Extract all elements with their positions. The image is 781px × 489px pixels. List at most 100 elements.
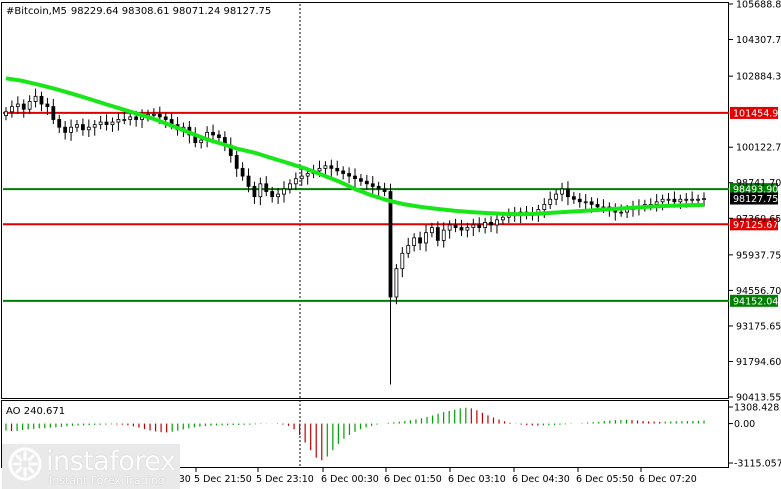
candle-body xyxy=(441,229,446,241)
time-tick-label: 6 Dec 00:30 xyxy=(321,474,379,485)
candle-body xyxy=(151,113,156,116)
ao-tick-label: 0.00 xyxy=(734,419,755,430)
candle-body xyxy=(406,245,411,254)
candle-body xyxy=(288,183,292,190)
candle-body xyxy=(654,201,659,205)
candle-body xyxy=(258,183,263,198)
candle-body xyxy=(21,103,26,110)
candle-body xyxy=(619,211,624,214)
candle-body xyxy=(329,165,334,169)
candle-body xyxy=(299,175,304,180)
candle-body xyxy=(45,103,50,108)
candlestick-series xyxy=(4,88,706,385)
candle-body xyxy=(429,227,434,234)
candle-body xyxy=(122,119,127,121)
candle-body xyxy=(370,183,375,187)
candle-body xyxy=(234,155,239,169)
candle-body xyxy=(418,237,422,244)
candle-body xyxy=(128,116,133,120)
candle-body xyxy=(571,196,576,200)
candle-body xyxy=(39,95,44,105)
time-tick-label: 5 Dec 23:10 xyxy=(256,474,314,485)
candle-body xyxy=(347,173,351,177)
candle-body xyxy=(542,203,547,210)
candle-body xyxy=(134,116,139,120)
candle-body xyxy=(702,198,706,200)
candle-body xyxy=(477,224,482,228)
ao-indicator-label: AO 240.671 xyxy=(6,406,65,417)
candle-body xyxy=(252,185,257,198)
candle-body xyxy=(595,203,600,208)
candle-body xyxy=(690,198,695,201)
candle-body xyxy=(696,198,700,201)
price-tick-label: 91794.60 xyxy=(736,357,781,368)
candle-body xyxy=(400,252,405,270)
price-tick-label: 97360.65 xyxy=(736,214,781,225)
candle-body xyxy=(86,126,91,131)
candle-body xyxy=(240,167,245,177)
time-tick-label: 6 Dec 04:30 xyxy=(512,474,570,485)
candle-body xyxy=(672,198,677,203)
symbol-timeframe: #Bitcoin,M5 xyxy=(6,6,67,17)
level-price-tag xyxy=(730,106,778,119)
candle-body xyxy=(246,175,251,187)
candle-body xyxy=(684,198,689,201)
ohlc-values: 98229.64 98308.61 98071.24 98127.75 xyxy=(71,6,271,17)
level-price-label: 94152.04 xyxy=(733,296,778,307)
candle-body xyxy=(459,227,464,231)
price-tick-label: 93175.65 xyxy=(736,321,781,332)
candle-body xyxy=(554,193,559,200)
candle-body xyxy=(465,227,470,231)
candle-body xyxy=(548,198,553,205)
candle-body xyxy=(666,198,671,201)
candle-body xyxy=(660,198,665,203)
time-tick-label: 6 Dec 05:50 xyxy=(576,474,634,485)
time-tick-label: 5 Dec 21:50 xyxy=(194,474,252,485)
candle-body xyxy=(560,188,564,195)
candle-body xyxy=(577,198,582,203)
ao-histogram: 1308.428 0.00 -3115.057 xyxy=(5,403,781,470)
candle-body xyxy=(471,224,476,228)
candle-body xyxy=(566,188,570,198)
candle-body xyxy=(57,119,62,128)
candle-body xyxy=(217,134,221,138)
level-price-label: 97125.67 xyxy=(733,220,778,231)
candle-body xyxy=(15,103,20,108)
candle-body xyxy=(317,167,322,172)
level-price-tag xyxy=(730,183,778,196)
candle-body xyxy=(335,167,340,172)
instaforex-logo-icon xyxy=(8,447,42,481)
candle-body xyxy=(92,124,97,128)
candle-body xyxy=(264,183,269,192)
candle-body xyxy=(104,121,109,126)
main-plot-frame xyxy=(1,2,729,399)
price-tick-label: 104307.75 xyxy=(736,35,781,46)
time-tick-label: 6 Dec 03:10 xyxy=(448,474,506,485)
candle-body xyxy=(116,119,121,123)
candle-body xyxy=(500,216,505,221)
moving-average-series xyxy=(5,76,705,217)
candle-body xyxy=(447,224,452,231)
price-tick-label: 102884.35 xyxy=(736,72,781,83)
candle-body xyxy=(341,170,346,174)
candle-body xyxy=(157,113,162,118)
candle-body xyxy=(323,165,328,169)
candle-body xyxy=(678,198,683,203)
indicator-plot-frame xyxy=(1,400,729,468)
price-axis: 105688.80 104307.75 102884.35 100122.75 9874… xyxy=(729,0,781,404)
price-tick-label: 90413.55 xyxy=(736,393,781,404)
candle-body xyxy=(63,126,68,133)
price-tick-label: 98741.70 xyxy=(736,178,781,189)
chart-header: #Bitcoin,M5 98229.64 98308.61 98071.24 98… xyxy=(6,6,271,17)
watermark-brand: instaforex xyxy=(46,446,176,477)
candle-body xyxy=(276,193,281,198)
candle-body xyxy=(376,185,381,190)
moving-average-line xyxy=(5,76,705,217)
candle-body xyxy=(163,116,168,120)
level-price-label: 98127.75 xyxy=(733,194,778,205)
candle-body xyxy=(435,227,440,241)
candle-body xyxy=(364,180,369,185)
candle-body xyxy=(110,121,115,126)
ao-tick-label: -3115.057 xyxy=(734,459,781,470)
